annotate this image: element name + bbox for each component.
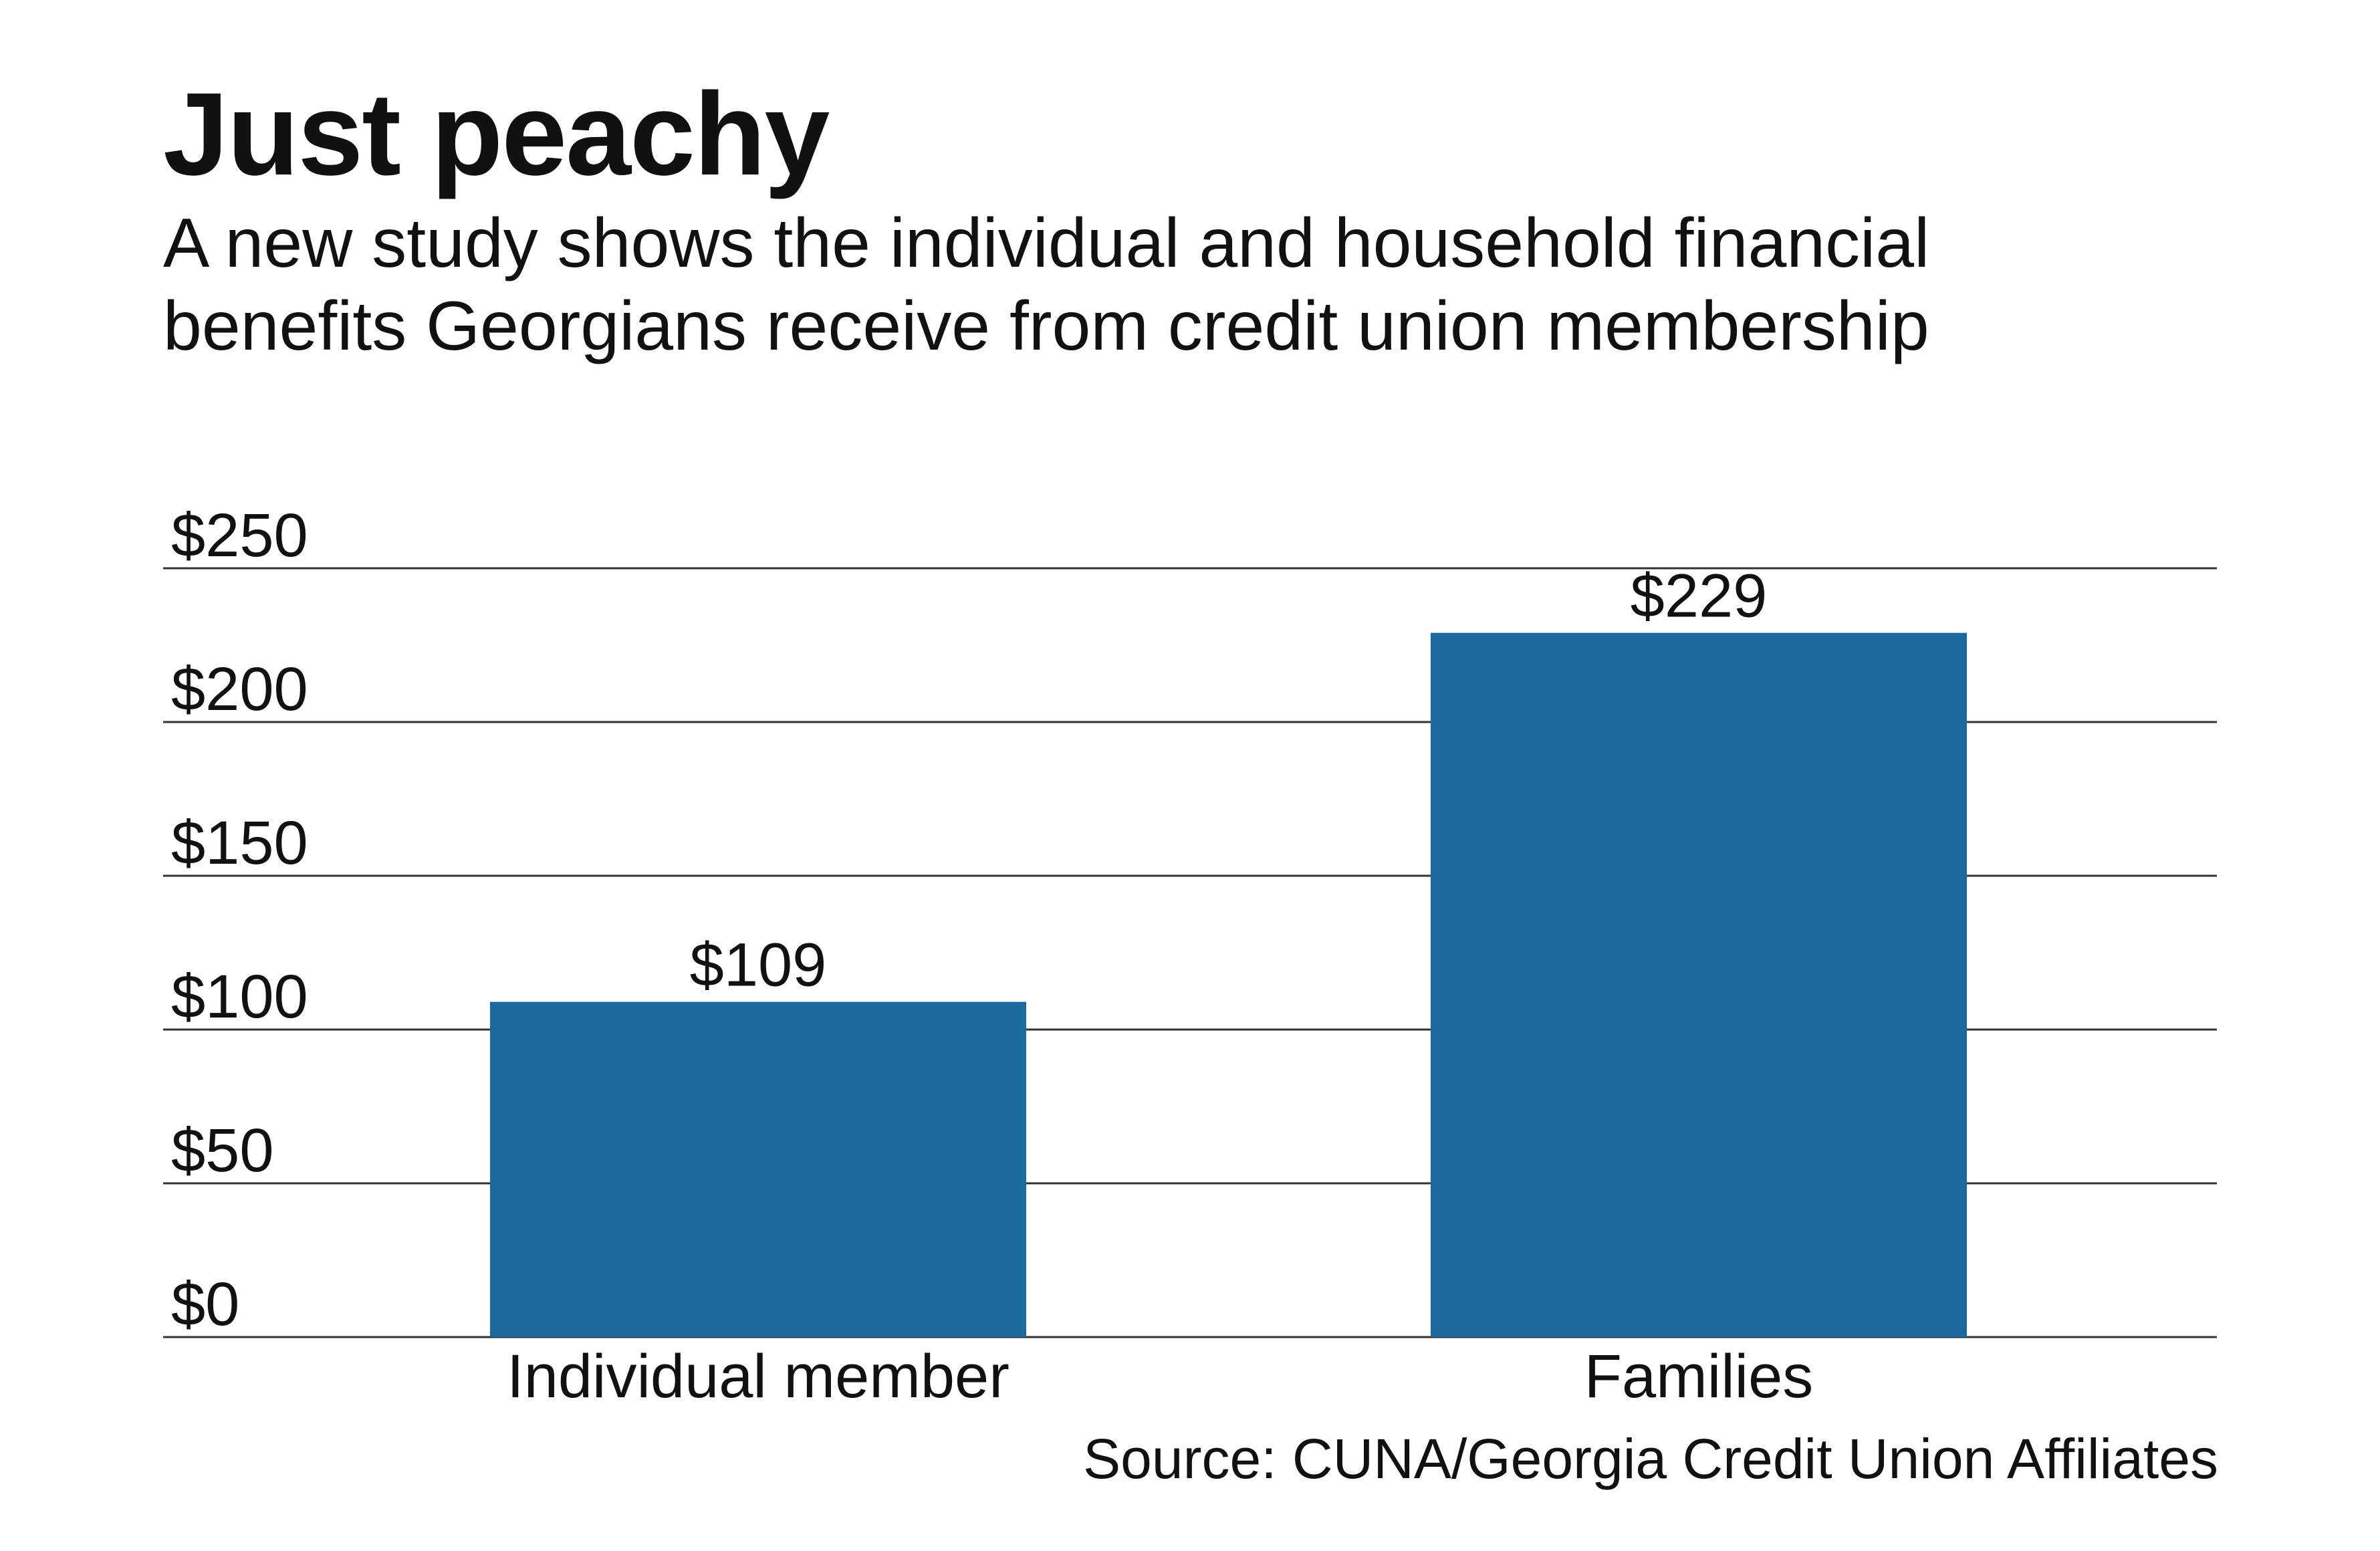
- data-label-families: $229: [1631, 562, 1768, 630]
- data-labels: $109 $229: [690, 562, 1768, 999]
- y-tick-label-250: $250: [171, 501, 308, 570]
- chart-title: Just peachy: [163, 69, 830, 200]
- y-tick-label-100: $100: [171, 963, 308, 1031]
- y-tick-label-200: $200: [171, 655, 308, 723]
- y-tick-label-50: $50: [171, 1116, 274, 1185]
- category-labels: Individual member Families: [507, 1342, 1813, 1411]
- y-tick-label-0: $0: [171, 1270, 239, 1338]
- category-label-families: Families: [1584, 1342, 1813, 1411]
- y-axis-tick-labels: $0 $50 $100 $150 $200 $250: [171, 501, 308, 1338]
- category-label-individual-member: Individual member: [507, 1342, 1009, 1411]
- bar-families: [1431, 632, 1967, 1337]
- subtitle-line-2: benefits Georgians receive from credit u…: [163, 287, 1929, 365]
- bar-individual-member: [490, 1001, 1026, 1337]
- bars: [490, 632, 1967, 1337]
- data-label-individual-member: $109: [690, 931, 827, 999]
- y-tick-label-150: $150: [171, 809, 308, 877]
- subtitle-line-1: A new study shows the individual and hou…: [163, 205, 1930, 282]
- source-note: Source: CUNA/Georgia Credit Union Affili…: [1083, 1427, 2218, 1490]
- chart-subtitle: A new study shows the individual and hou…: [163, 202, 1929, 368]
